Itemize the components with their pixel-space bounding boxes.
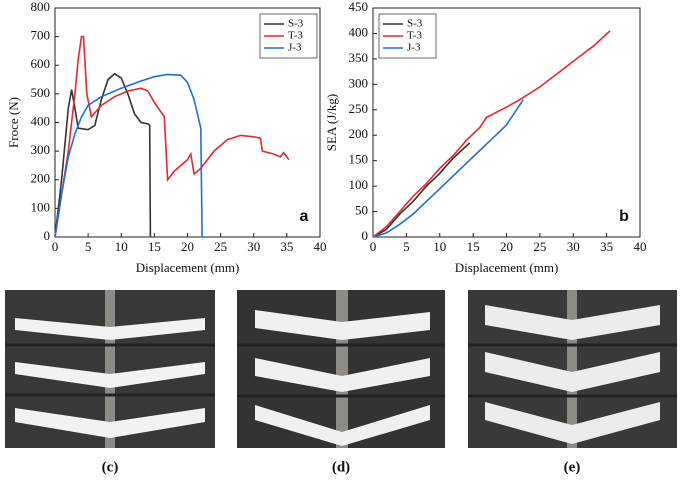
x-tick-label: 40 [314,239,327,254]
y-tick-label: 250 [349,101,369,116]
panel-annotation: a [300,208,309,225]
y-tick-label: 100 [31,199,51,214]
series-line [372,99,524,238]
x-tick-label: 0 [370,239,377,254]
series-line [54,35,290,238]
series-line [54,73,203,238]
y-tick-label: 150 [349,152,369,167]
specimen [485,305,660,340]
panel-label: (e) [564,459,581,475]
y-axis-label: SEA (J/kg) [324,94,339,151]
x-axis-label: Displacement (mm) [136,260,240,275]
legend-label: T-3 [407,30,422,42]
y-tick-label: 100 [349,177,369,192]
x-tick-label: 35 [280,239,293,254]
specimen [255,310,430,340]
y-tick-label: 700 [31,28,51,43]
x-tick-label: 30 [567,239,580,254]
y-tick-label: 800 [31,0,51,14]
legend-label: J-3 [288,42,302,54]
x-tick-label: 15 [467,239,480,254]
legend-label: S-3 [407,18,423,30]
legend-label: S-3 [288,18,304,30]
legend-label: T-3 [288,30,303,42]
fixture [567,290,577,448]
x-tick-label: 10 [115,239,128,254]
y-tick-label: 300 [31,142,51,157]
specimen [15,318,205,340]
panel-annotation: b [619,208,629,225]
series-line [372,142,471,238]
y-tick-label: 0 [44,228,51,243]
x-tick-label: 5 [403,239,410,254]
specimen [15,362,205,388]
fixture [336,290,348,448]
y-tick-label: 300 [349,75,369,90]
series-line [372,30,611,238]
y-tick-label: 400 [349,24,369,39]
x-tick-label: 20 [500,239,513,254]
panel-label: (d) [332,459,350,475]
y-tick-label: 0 [362,228,369,243]
y-tick-label: 200 [349,126,369,141]
y-tick-label: 50 [355,203,368,218]
x-tick-label: 25 [214,239,227,254]
fixture [105,290,115,448]
photos [5,290,677,448]
x-axis-label: Displacement (mm) [455,260,559,275]
specimen [15,408,205,438]
y-axis-label: Froce (N) [6,97,21,148]
series-line [54,72,152,238]
specimen [255,358,430,392]
panel-label: (c) [102,459,119,475]
x-tick-label: 30 [247,239,260,254]
x-tick-label: 10 [433,239,446,254]
x-tick-label: 25 [533,239,546,254]
x-tick-label: 5 [85,239,92,254]
y-tick-label: 500 [31,85,51,100]
specimen [485,352,660,392]
x-tick-label: 15 [148,239,161,254]
x-tick-label: 20 [181,239,194,254]
x-tick-label: 40 [634,239,647,254]
specimen [255,405,430,446]
y-tick-label: 400 [31,113,51,128]
x-tick-label: 35 [600,239,613,254]
y-tick-label: 450 [349,0,369,14]
y-tick-label: 350 [349,50,369,65]
y-tick-label: 200 [31,171,51,186]
legend-label: J-3 [407,42,421,54]
y-tick-label: 600 [31,56,51,71]
x-tick-label: 0 [52,239,59,254]
specimen [485,402,660,444]
